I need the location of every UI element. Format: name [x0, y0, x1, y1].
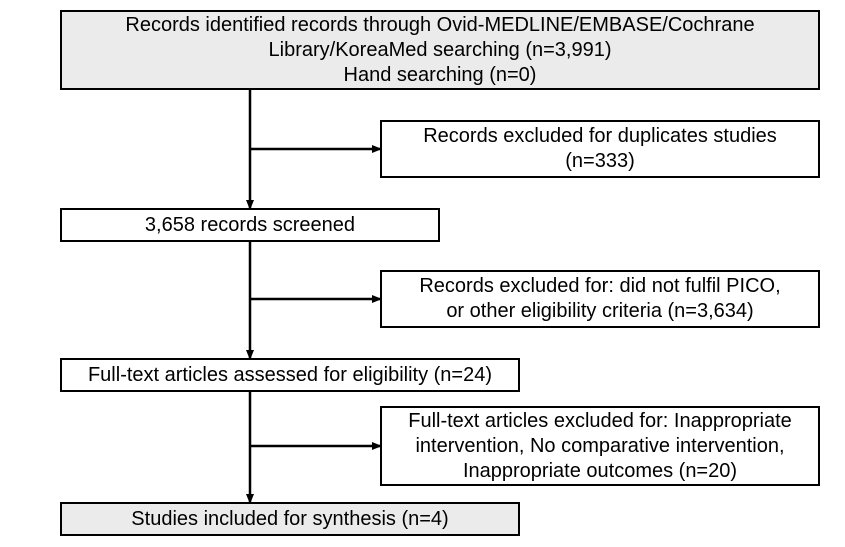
node-excl_pico: Records excluded for: did not fulfil PIC… — [380, 270, 820, 328]
node-identified-line: Records identified records through Ovid-… — [125, 13, 754, 38]
node-identified-line: Library/KoreaMed searching (n=3,991) — [269, 38, 612, 63]
node-fulltext: Full-text articles assessed for eligibil… — [60, 358, 520, 392]
node-excl_dup-line: Records excluded for duplicates studies — [423, 124, 777, 149]
node-excl_ft: Full-text articles excluded for: Inappro… — [380, 406, 820, 486]
node-fulltext-line: Full-text articles assessed for eligibil… — [88, 363, 492, 388]
node-excl_ft-line: Full-text articles excluded for: Inappro… — [408, 409, 792, 434]
node-screened: 3,658 records screened — [60, 208, 440, 242]
node-included-line: Studies included for synthesis (n=4) — [131, 507, 448, 532]
node-excl_pico-line: Records excluded for: did not fulfil PIC… — [419, 274, 780, 299]
node-excl_dup-line: (n=333) — [565, 149, 635, 174]
node-identified-line: Hand searching (n=0) — [344, 63, 537, 88]
node-included: Studies included for synthesis (n=4) — [60, 502, 520, 536]
node-excl_dup: Records excluded for duplicates studies(… — [380, 120, 820, 178]
node-excl_ft-line: Inappropriate outcomes (n=20) — [463, 459, 737, 484]
node-identified: Records identified records through Ovid-… — [60, 10, 820, 90]
prisma-flowchart: Records identified records through Ovid-… — [0, 0, 845, 547]
node-excl_pico-line: or other eligibility criteria (n=3,634) — [446, 299, 753, 324]
node-screened-line: 3,658 records screened — [145, 213, 355, 238]
node-excl_ft-line: intervention, No comparative interventio… — [415, 434, 784, 459]
